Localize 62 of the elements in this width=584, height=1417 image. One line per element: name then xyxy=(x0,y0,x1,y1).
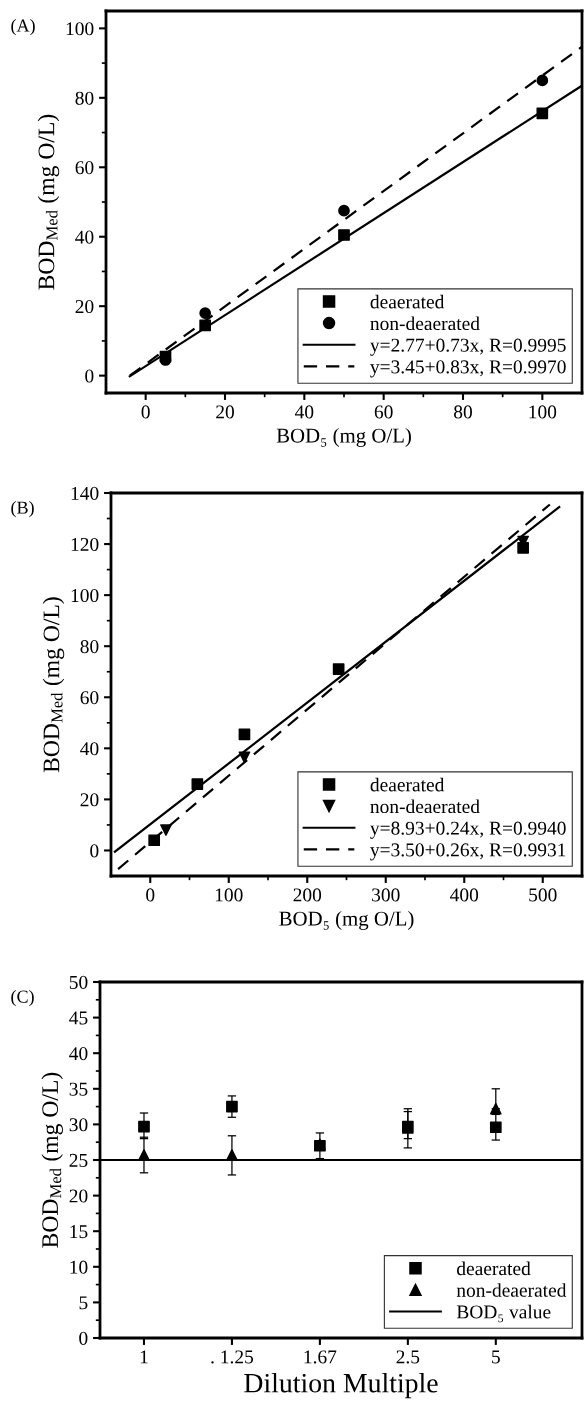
y-tick-label: 25 xyxy=(69,1153,88,1167)
legend-label: non-deaerated xyxy=(370,316,480,331)
legend-label: y=3.50+0.26x, R=0.9931 xyxy=(370,843,566,861)
y-tick-label: 20 xyxy=(75,300,94,314)
x-tick-label: 0 xyxy=(141,405,150,419)
legend-label: deaerated xyxy=(370,294,445,309)
y-tick-label: 30 xyxy=(69,1118,88,1132)
x-axis-title: BOD₅ (mg O/L) xyxy=(276,427,411,447)
x-axis-title: BOD₅ (mg O/L) xyxy=(279,910,414,930)
legend-label: deaerated xyxy=(457,1261,531,1276)
legend-label: y=3.45+0.83x, R=0.9970 xyxy=(370,360,566,378)
x-tick-label: 100 xyxy=(529,405,557,419)
y-tick-label: 60 xyxy=(75,161,94,175)
y-tick-label: 40 xyxy=(80,742,99,756)
x-tick-label: 0 xyxy=(146,888,155,902)
y-tick-label: 40 xyxy=(69,1047,88,1061)
y-tick-label: 15 xyxy=(70,1225,88,1239)
x-tick-label: 200 xyxy=(293,888,322,902)
x-tick-label: 400 xyxy=(450,888,479,902)
y-tick-label: 80 xyxy=(80,640,99,654)
x-tick-label: 5 xyxy=(492,1350,500,1364)
x-tick-label: . 1.25 xyxy=(211,1350,254,1364)
chart-title: (A) xyxy=(11,19,35,36)
y-tick-label: 5 xyxy=(79,1296,88,1310)
x-tick-label: 1 xyxy=(140,1350,148,1364)
legend-label: non-deaerated xyxy=(370,799,480,814)
legend-label: y=8.93+0.24x, R=0.9940 xyxy=(370,821,566,839)
x-tick-label: 20 xyxy=(216,405,234,419)
y-tick-label: 80 xyxy=(75,91,94,105)
x-tick-label: 1.67 xyxy=(304,1350,337,1364)
x-tick-label: 100 xyxy=(215,888,243,902)
x-tick-label: 60 xyxy=(374,405,393,419)
y-tick-label: 0 xyxy=(90,844,99,858)
legend-label: BOD₅ value xyxy=(456,1304,551,1323)
y-axis-title: BOD$_{Med}$ (mg O/L) xyxy=(41,1072,63,1248)
y-tick-label: 35 xyxy=(69,1082,88,1096)
y-tick-label: 20 xyxy=(80,793,99,807)
y-axis-title: BOD$_{Med}$ (mg O/L) xyxy=(37,114,60,290)
y-tick-label: 50 xyxy=(69,975,88,989)
x-tick-label: 300 xyxy=(372,888,400,902)
y-tick-label: 100 xyxy=(66,22,94,36)
y-tick-label: 20 xyxy=(69,1189,88,1203)
x-tick-label: 500 xyxy=(529,888,557,902)
legend-label: deaerated xyxy=(370,777,445,792)
y-axis-title: BOD$_{Med}$ (mg O/L) xyxy=(42,597,65,773)
y-tick-label: 120 xyxy=(71,537,99,551)
y-tick-label: 0 xyxy=(79,1331,88,1345)
y-tick-label: 40 xyxy=(75,230,94,244)
chart-title: (C) xyxy=(11,990,34,1007)
x-tick-label: 40 xyxy=(294,405,314,419)
x-tick-label: 2.5 xyxy=(396,1350,420,1364)
x-axis-title: Dilution Multiple xyxy=(244,1372,438,1399)
y-tick-label: 0 xyxy=(85,369,94,383)
chart-title: (B) xyxy=(11,501,34,518)
y-tick-label: 10 xyxy=(70,1260,88,1274)
y-tick-label: 140 xyxy=(71,486,99,500)
y-tick-label: 45 xyxy=(69,1011,88,1025)
legend-label: non-deaerated xyxy=(456,1283,567,1297)
legend-label: y=2.77+0.73x, R=0.9995 xyxy=(370,338,566,356)
x-tick-label: 80 xyxy=(454,405,472,419)
y-tick-label: 100 xyxy=(71,588,99,603)
y-tick-label: 60 xyxy=(80,691,99,705)
